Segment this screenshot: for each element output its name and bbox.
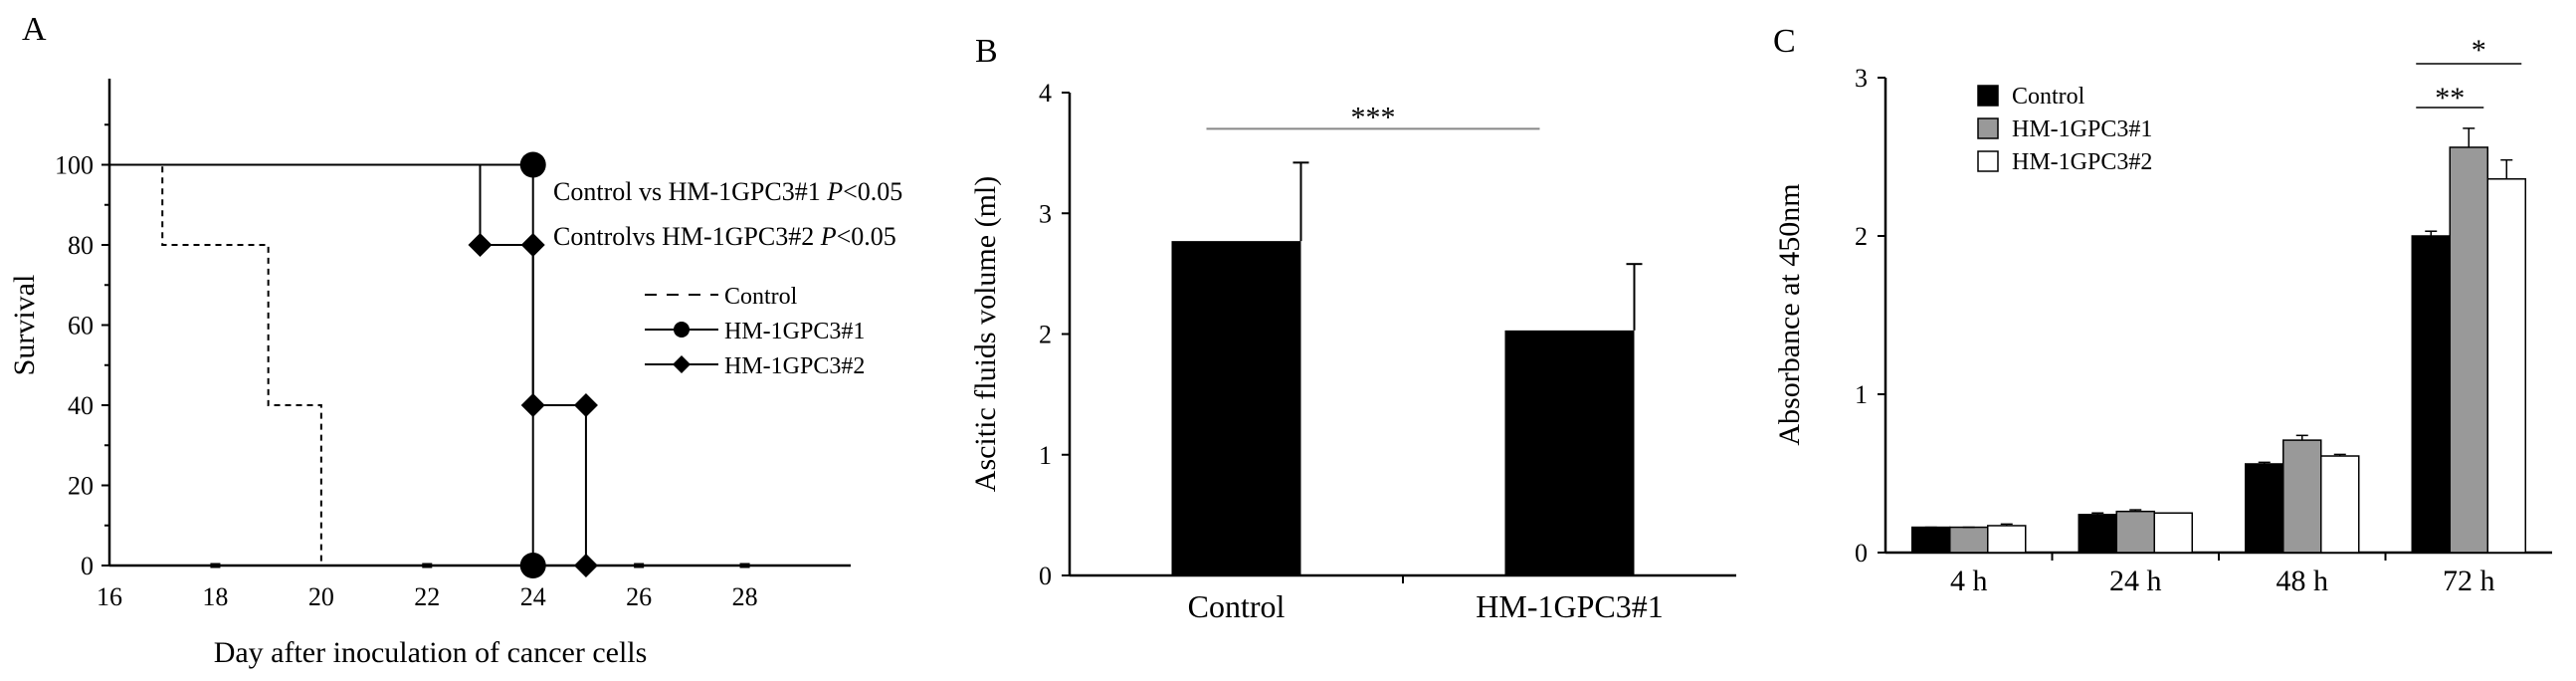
x-tick-label: 16 <box>97 582 122 611</box>
legend-label: HM-1GPC3#2 <box>724 353 865 379</box>
y-tick-label: 1 <box>1855 380 1868 409</box>
annotation-text: Control vs HM-1GPC3#1 <box>553 177 827 206</box>
y-tick-label: 2 <box>1855 222 1868 251</box>
x-tick-label: Control <box>1188 588 1286 624</box>
panel-label-c: C <box>1773 23 1796 60</box>
legend-label: HM-1GPC3#1 <box>2012 116 2152 142</box>
p-value-annotation: Controlvs HM-1GPC3#2 P<0.05 <box>553 222 896 251</box>
diamond-marker <box>573 393 598 417</box>
survival-chart: 0 20 40 60 80 100 16 18 20 22 24 26 28 Control vs HM-… <box>8 79 902 669</box>
significance-label: ** <box>2435 82 2465 114</box>
bar <box>2320 455 2360 554</box>
y-axis-title: Ascitic fluids volume (ml) <box>969 176 1002 492</box>
p-value-annotation: Control vs HM-1GPC3#1 P<0.05 <box>553 177 902 206</box>
x-tick-label: 28 <box>732 582 758 611</box>
x-tick-label: HM-1GPC3#1 <box>1476 588 1663 624</box>
y-tick-label: 40 <box>68 391 94 420</box>
panel-label-b: B <box>975 33 998 70</box>
annotation-p: P <box>820 222 837 251</box>
diamond-marker <box>520 393 545 417</box>
annotation-p: P <box>826 177 843 206</box>
bar <box>2282 439 2322 554</box>
y-tick-label: 2 <box>1039 321 1052 349</box>
y-tick-label: 0 <box>81 552 94 580</box>
y-tick-label: 4 <box>1039 79 1052 108</box>
y-axis-title: Absorbance at 450nm <box>1773 183 1806 445</box>
significance-label: *** <box>1351 101 1396 133</box>
legend-label: HM-1GPC3#2 <box>2012 149 2152 175</box>
legend-label: HM-1GPC3#1 <box>724 319 865 344</box>
y-tick-label: 100 <box>55 151 94 180</box>
x-axis-title: Day after inoculation of cancer cells <box>214 636 648 669</box>
y-tick-label: 0 <box>1039 562 1052 590</box>
y-tick-label: 3 <box>1039 199 1052 228</box>
bar <box>1504 330 1635 575</box>
absorbance-chart: 0 1 2 3 4 h 24 h 48 h 72 h Control HM-1GPC3#1 HM-1… <box>1773 34 2552 597</box>
diamond-marker <box>520 233 545 257</box>
circle-marker <box>519 151 546 178</box>
x-tick-label: 26 <box>626 582 652 611</box>
bar <box>2245 463 2284 554</box>
bar <box>2449 146 2488 554</box>
legend-swatch <box>1977 85 1999 107</box>
x-tick-label: 48 h <box>2277 565 2329 597</box>
significance-label: * <box>2472 34 2486 67</box>
annotation-text: Controlvs HM-1GPC3#2 <box>553 222 821 251</box>
panel-label-a: A <box>22 11 47 48</box>
x-tick-label: 20 <box>308 582 334 611</box>
bar <box>2411 235 2451 554</box>
x-tick-label: 4 h <box>1950 565 1988 597</box>
circle-marker <box>519 553 546 578</box>
bar <box>1949 526 1989 554</box>
bar <box>1987 525 2027 554</box>
y-tick-label: 20 <box>68 472 94 501</box>
bar <box>2078 514 2117 554</box>
y-axis-title: Survival <box>8 275 41 376</box>
legend-label: Control <box>724 284 798 310</box>
legend-swatch <box>1977 117 1999 139</box>
bar <box>2153 512 2193 554</box>
y-tick-label: 0 <box>1855 539 1868 568</box>
x-tick-label: 72 h <box>2443 565 2495 597</box>
legend-diamond-marker <box>673 355 691 373</box>
annotation-p-value: <0.05 <box>837 222 896 251</box>
diamond-marker <box>573 554 598 577</box>
y-tick-label: 3 <box>1855 64 1868 93</box>
y-tick-label: 1 <box>1039 441 1052 470</box>
x-tick-label: 24 <box>520 582 546 611</box>
bar <box>1171 241 1301 575</box>
x-tick-label: 18 <box>202 582 228 611</box>
bar <box>1911 526 1951 554</box>
legend-swatch <box>1977 150 1999 172</box>
series-line-hm-1gpc3-2 <box>109 163 587 566</box>
diamond-marker <box>468 233 493 257</box>
ascitic-volume-chart: 0 1 2 3 4 Control HM-1GPC3#1 *** Ascitic fluids … <box>969 79 1736 624</box>
annotation-p-value: <0.05 <box>843 177 902 206</box>
x-tick-label: 24 h <box>2109 565 2162 597</box>
bar <box>2115 510 2155 554</box>
x-tick-label: 22 <box>414 582 440 611</box>
legend-label: Control <box>2012 84 2085 110</box>
y-tick-label: 60 <box>68 312 94 340</box>
y-tick-label: 80 <box>68 231 94 260</box>
bar <box>2486 178 2526 554</box>
series-line-control <box>109 163 322 566</box>
legend-circle-marker <box>674 322 690 338</box>
